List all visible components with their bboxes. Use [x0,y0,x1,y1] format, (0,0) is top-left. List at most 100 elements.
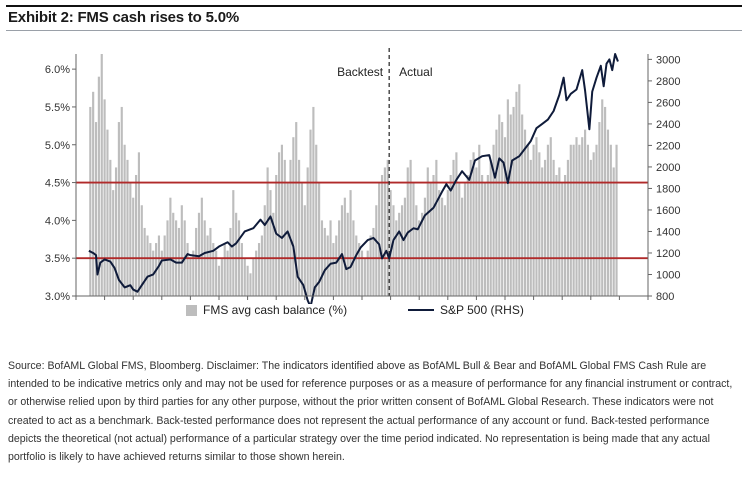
cash-bar [486,175,489,296]
y-left-tick-label: 3.0% [45,291,70,303]
cash-bar [403,197,406,296]
cash-bar [604,106,607,296]
cash-bar [543,159,547,296]
chart-canvas: Backtest Actual 3.0% 3.5% 4.0% 4.5% 5.0% 5.5% 6.… [45,48,680,304]
y-left-tick-label: 5.5% [45,102,70,114]
cash-bar [229,227,232,296]
cash-bar [295,122,298,296]
cash-bar [340,205,344,296]
cash-bar [455,152,458,296]
cash-bar [146,235,149,296]
cash-bar [509,114,512,296]
legend-label-spx: S&P 500 (RHS) [440,303,524,317]
cash-bar [360,250,364,297]
cash-bar [120,106,123,296]
cash-bar [112,190,115,296]
cash-bar [592,152,595,296]
cash-bar [598,122,601,296]
divider-label-backtest: Backtest [337,65,384,79]
cash-bar [260,235,263,296]
cash-bar [458,182,461,296]
y-left-tick-label: 5.0% [45,140,70,152]
cash-bar [323,227,326,296]
cash-bar [283,159,286,296]
cash-bar [358,243,361,296]
cash-bar [423,197,426,296]
cash-bar [149,243,152,296]
cash-bar [255,250,258,297]
cash-bar [566,159,569,296]
cash-bar [169,197,172,296]
y-right-tick-label: 1200 [656,248,680,260]
cash-bar [492,144,495,296]
cash-bar [303,205,306,296]
x-tick-label: '02 [97,303,111,304]
cash-bar [515,91,518,296]
cash-bar [186,243,189,296]
cash-bar [443,205,447,296]
cash-bar [563,175,567,296]
cash-bar [572,144,575,296]
cash-bar [369,235,372,296]
spx-line [88,53,619,304]
cash-bar [398,212,401,296]
cash-bar [289,159,292,296]
cash-bar [558,167,561,296]
cash-bar [215,250,218,297]
cash-bar [197,212,201,296]
cash-bar [501,122,504,296]
cash-bar [94,122,98,296]
cash-bar [552,159,555,296]
cash-bar [280,144,283,296]
x-tick-label: '19 [584,303,598,304]
y-right-tick-label: 1000 [656,269,680,281]
y-right-tick-label: 1600 [656,205,680,217]
y-right-tick-label: 3000 [656,54,680,66]
cash-bar [335,235,338,296]
cash-bar [532,144,535,296]
cash-bar [249,273,252,296]
cash-bar [355,235,358,296]
cash-bar [200,197,203,296]
x-tick-label: '03 [126,303,140,304]
cash-bar [612,167,615,296]
cash-bar [375,205,378,296]
cash-bar [306,167,309,296]
cash-bar [481,175,484,296]
cash-bar [349,190,352,296]
legend-item-cash: FMS avg cash balance (%) [186,303,347,317]
cash-bar [266,167,269,296]
cash-bar [546,144,549,296]
cash-bar [252,258,255,296]
cash-bar [380,175,384,296]
cash-bar [217,265,221,296]
cash-bar [469,159,472,296]
y-right-tick-label: 1800 [656,183,680,195]
x-tick-label: '06 [212,303,226,304]
x-tick-label: '17 [526,303,540,304]
cash-bar [606,129,610,297]
cash-bar [117,122,120,296]
cash-bar [506,99,509,296]
cash-bar [346,212,349,296]
y-left-tick-label: 6.0% [45,64,70,76]
cash-bar [134,175,138,296]
cash-bar [400,205,404,296]
x-tick-label: '07 [240,303,254,304]
cash-bar [332,243,335,296]
cash-bar [435,159,438,296]
cash-bar [538,152,541,296]
cash-bar [535,137,538,296]
cash-bar [472,152,475,296]
cash-bar [541,167,544,296]
source-disclaimer: Source: BofAML Global FMS, Bloomberg. Di… [8,360,733,464]
cash-bar [114,167,118,296]
cash-bar [429,182,432,296]
x-tick-label: '09 [298,303,312,304]
cash-bar [235,212,238,296]
y-left-tick-label: 4.0% [45,215,70,227]
x-tick-label: '11 [355,303,369,304]
cash-bar [92,91,95,296]
cash-bar [363,258,366,296]
x-tick-label: '05 [183,303,197,304]
